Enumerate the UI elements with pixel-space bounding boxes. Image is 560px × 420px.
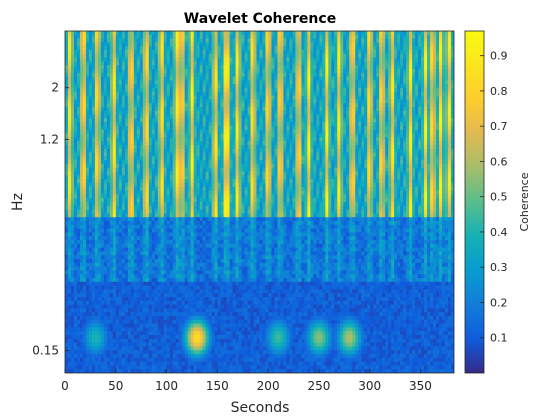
colorbar-tick-label: 0.4 bbox=[490, 226, 508, 239]
y-tick-label: 0.15 bbox=[32, 343, 59, 357]
x-tick-label: 0 bbox=[61, 379, 69, 393]
x-tick-label: 50 bbox=[108, 379, 123, 393]
heatmap-cells bbox=[65, 31, 454, 373]
x-axis-label: Seconds bbox=[231, 400, 290, 416]
colorbar-tick-label: 0.9 bbox=[490, 50, 508, 63]
colorbar-frame bbox=[464, 30, 485, 374]
x-tick-label: 150 bbox=[206, 379, 229, 393]
y-axis-label: Hz bbox=[10, 193, 26, 211]
x-tick-label: 100 bbox=[155, 379, 178, 393]
y-axis-ticks: 0.15 1.2 2 bbox=[32, 81, 69, 357]
x-axis-ticks: 0 50 100 150 200 250 300 350 bbox=[61, 369, 432, 393]
plot-frame bbox=[64, 30, 455, 374]
colorbar-tick-label: 0.3 bbox=[490, 261, 508, 274]
x-tick-label: 300 bbox=[358, 379, 381, 393]
coherence-heatmap bbox=[65, 31, 454, 373]
colorbar-gradient bbox=[465, 31, 484, 373]
colorbar: 0.1 0.2 0.3 0.4 0.5 0.6 0.7 0.8 0.9 bbox=[464, 30, 508, 374]
colorbar-tick-label: 0.1 bbox=[490, 332, 508, 345]
x-tick-label: 250 bbox=[307, 379, 330, 393]
colorbar-tick-label: 0.5 bbox=[490, 191, 508, 204]
y-tick-label: 2 bbox=[51, 81, 59, 95]
colorbar-tick-label: 0.2 bbox=[490, 296, 508, 309]
x-tick-label: 200 bbox=[257, 379, 280, 393]
y-tick-label: 1.2 bbox=[40, 133, 59, 147]
x-tick-label: 350 bbox=[409, 379, 432, 393]
colorbar-tick-label: 0.6 bbox=[490, 155, 508, 168]
colorbar-tick-label: 0.8 bbox=[490, 85, 508, 98]
colorbar-tick-label: 0.7 bbox=[490, 120, 508, 133]
chart-title: Wavelet Coherence bbox=[184, 11, 336, 27]
colorbar-label: Coherence bbox=[518, 172, 531, 231]
